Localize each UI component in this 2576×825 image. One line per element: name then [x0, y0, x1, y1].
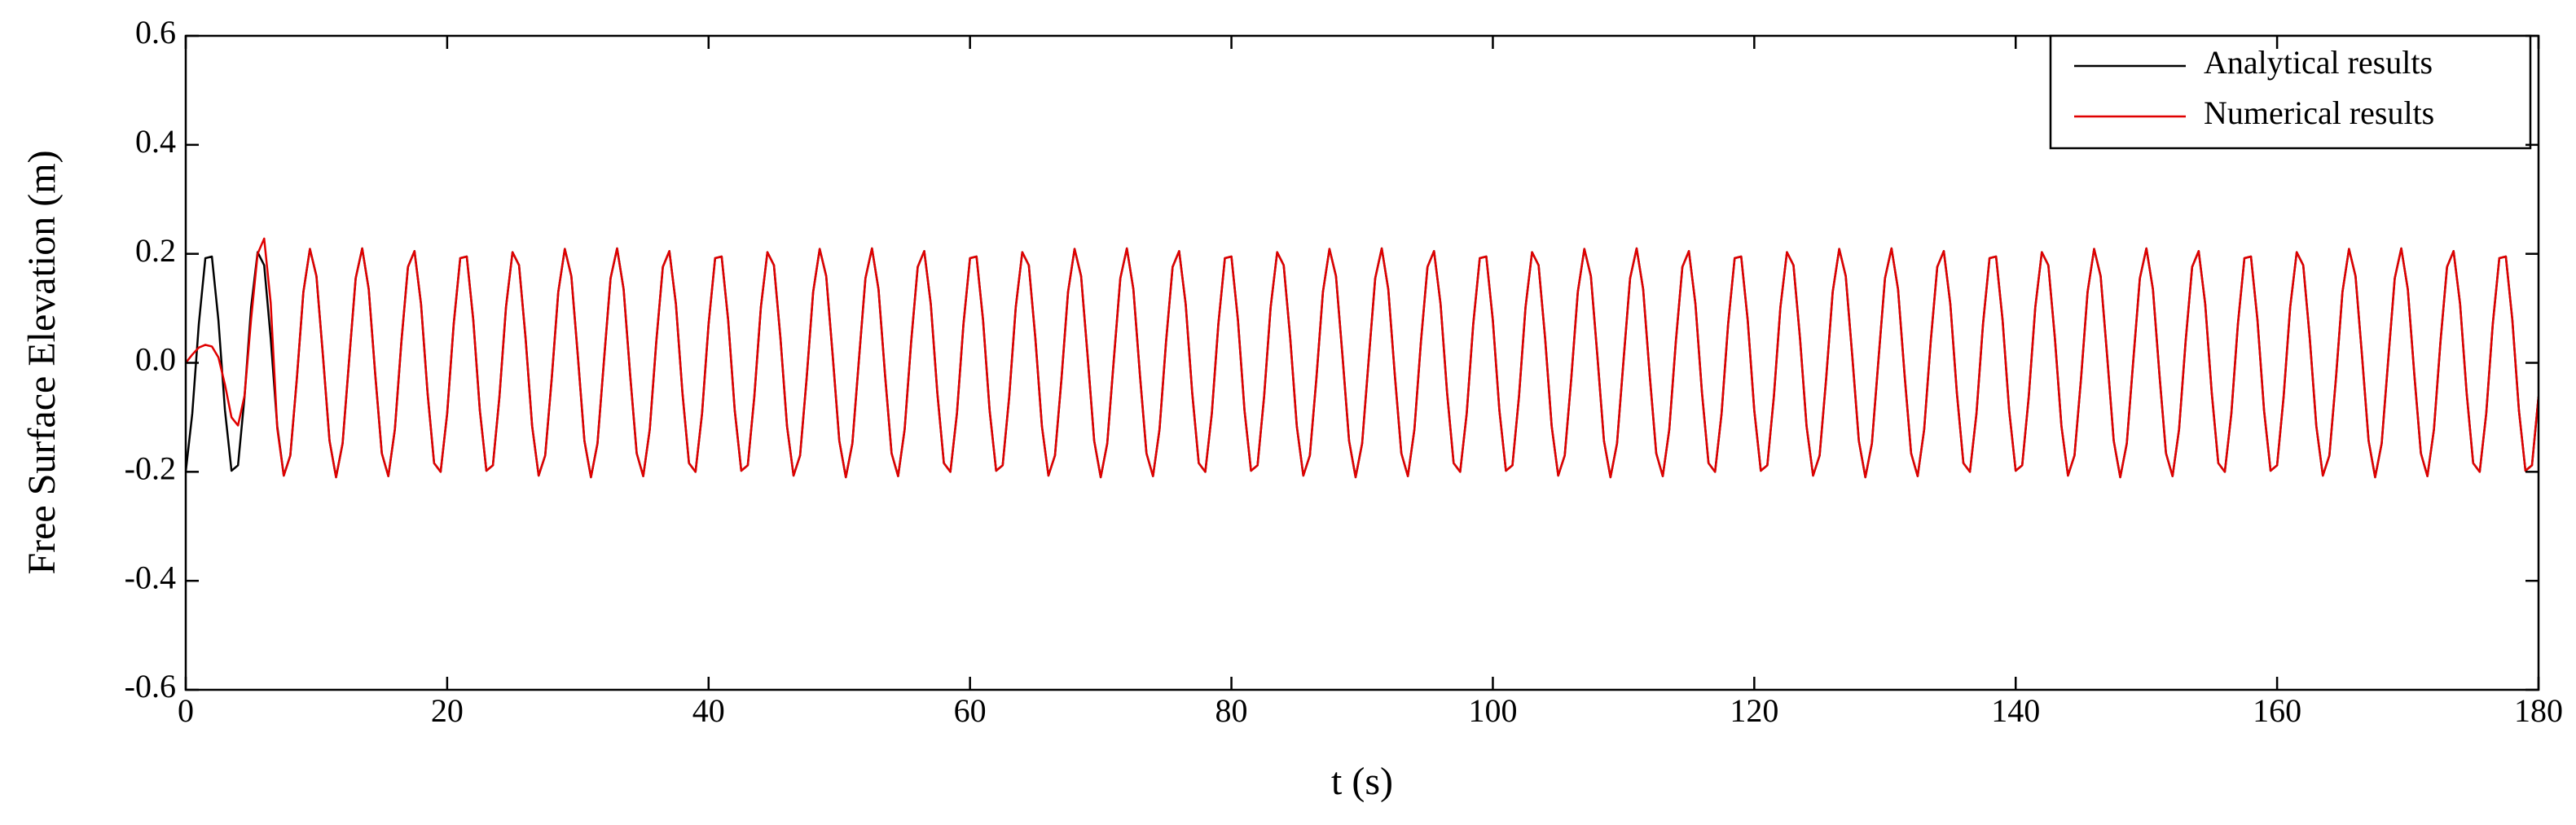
y-tick-label: 0.0 [135, 341, 176, 378]
x-tick-label: 100 [1468, 692, 1517, 729]
x-tick-label: 180 [2514, 692, 2563, 729]
x-axis-label: t (s) [1331, 760, 1393, 803]
y-axis-label: Free Surface Elevation (m) [20, 150, 64, 574]
x-tick-label: 40 [692, 692, 725, 729]
x-tick-label: 20 [431, 692, 464, 729]
legend-box [2049, 34, 2532, 150]
y-tick-label: -0.2 [125, 450, 176, 487]
x-tick-label: 120 [1730, 692, 1778, 729]
x-tick-label: 0 [178, 692, 194, 729]
x-tick-label: 60 [954, 692, 987, 729]
x-tick-label: 160 [2253, 692, 2301, 729]
x-tick-label: 140 [1991, 692, 2040, 729]
y-tick-label: -0.6 [125, 668, 176, 704]
legend-label: Analytical results [2204, 44, 2433, 81]
y-tick-label: 0.6 [135, 14, 176, 50]
y-tick-label: 0.4 [135, 123, 176, 160]
legend-label: Numerical results [2204, 94, 2434, 131]
y-tick-label: -0.4 [125, 559, 176, 595]
y-tick-label: 0.2 [135, 232, 176, 269]
plot-area [186, 237, 2539, 479]
x-tick-label: 80 [1215, 692, 1248, 729]
series-line [186, 237, 2539, 479]
